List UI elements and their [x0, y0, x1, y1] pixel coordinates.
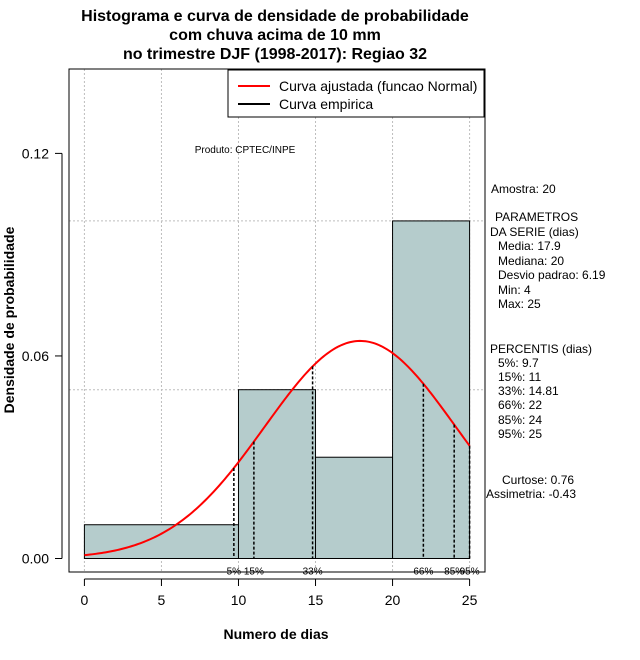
histogram-bar: [83, 524, 239, 559]
chart-title-line: com chuva acima de 10 mm: [169, 27, 381, 44]
x-tick-label: 20: [385, 592, 401, 608]
stats-line: Mediana: 20: [498, 254, 564, 268]
stats-line: Amostra: 20: [491, 182, 556, 196]
stats-line: 95%: 25: [498, 427, 542, 441]
stats-line: Assimetria: -0.43: [486, 487, 576, 501]
chart-title-line: Histograma e curva de densidade de proba…: [81, 8, 469, 25]
stats-line: Curtose: 0.76: [502, 473, 574, 487]
y-axis-label: Densidade de probabilidade: [1, 226, 17, 413]
stats-line: 33%: 14.81: [498, 384, 559, 398]
legend-label: Curva ajustada (funcao Normal): [279, 78, 477, 94]
stats-line: Min: 4: [498, 283, 531, 297]
x-axis-label: Numero de dias: [223, 626, 328, 642]
chart-title-line: no trimestre DJF (1998-2017): Regiao 32: [123, 46, 427, 63]
histogram-bar: [315, 456, 394, 559]
histogram-bar: [237, 389, 317, 559]
x-tick-label: 15: [308, 592, 324, 608]
stats-line: 15%: 11: [498, 370, 541, 384]
x-tick-label: 0: [81, 592, 89, 608]
x-tick-label: 25: [462, 592, 478, 608]
stats-line: PARAMETROS: [495, 210, 578, 224]
y-tick-label: 0.00: [22, 550, 49, 566]
stats-line: 5%: 9.7: [498, 356, 539, 370]
histogram-bar: [392, 220, 471, 559]
stats-line: Media: 17.9: [498, 239, 561, 253]
x-tick-label: 10: [231, 592, 247, 608]
y-tick-label: 0.06: [22, 348, 49, 364]
legend-box: [227, 69, 485, 118]
stats-line: 66%: 22: [498, 398, 542, 412]
stats-line: Desvio padrao: 6.19: [498, 268, 606, 282]
stats-line: DA SERIE (dias): [490, 225, 579, 239]
stats-line: PERCENTIS (dias): [490, 342, 592, 356]
x-tick-label: 5: [158, 592, 166, 608]
product-annotation: Produto: CPTEC/INPE: [195, 145, 296, 156]
y-tick-label: 0.12: [22, 145, 49, 161]
normal-fit-curve: [84, 339, 471, 557]
stats-line: 85%: 24: [498, 413, 542, 427]
plot-frame: [68, 68, 486, 573]
legend-label: Curva empirica: [279, 96, 373, 112]
stats-line: Max: 25: [498, 297, 541, 311]
